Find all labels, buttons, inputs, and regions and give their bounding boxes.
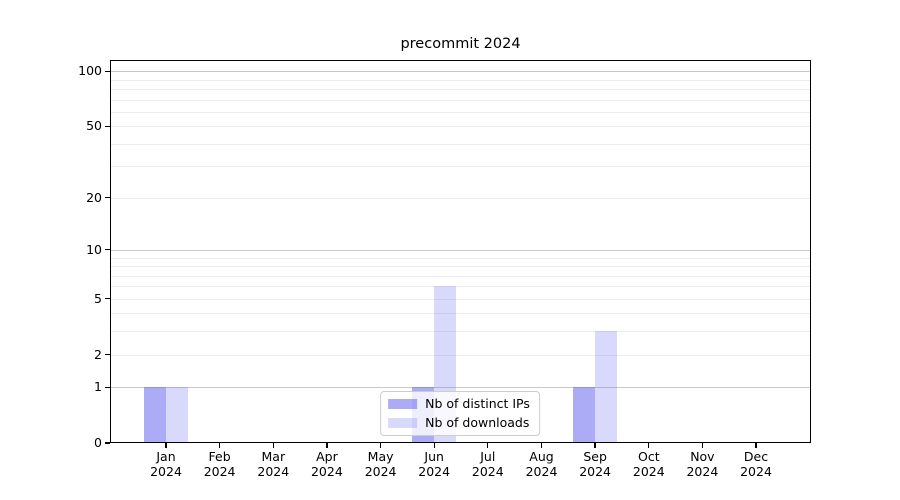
x-tick-label-mar: Mar 2024 [257,449,290,479]
x-tick-mark [594,443,596,448]
legend-row-nb-of-distinct-ips: Nb of distinct IPs [388,397,530,411]
y-gridline-major [110,249,811,251]
x-tick-label-apr: Apr 2024 [310,449,343,479]
x-tick-mark [433,443,435,448]
y-tick-label: 1 [94,379,102,395]
y-tick-label: 2 [94,346,102,362]
x-tick-label-sep: Sep 2024 [579,449,611,479]
y-gridline-minor [110,275,811,277]
x-tick-label-jun: Jun 2024 [418,449,451,479]
x-tick-label-may: May 2024 [364,449,397,479]
x-tick-mark [272,443,274,448]
y-gridline-minor [110,166,811,168]
y-gridline-minor [110,266,811,267]
bar-nb-of-distinct-ips-jan [144,387,166,443]
y-tick-mark [105,297,110,300]
y-tick-label: 5 [94,290,102,306]
y-gridline-minor [110,354,811,356]
x-tick-label-nov: Nov 2024 [686,449,719,479]
y-tick-label: 100 [78,63,102,79]
y-gridline-minor [110,286,811,288]
y-gridline-minor [110,88,811,90]
y-gridline-minor [110,143,811,145]
x-tick-mark [701,443,704,448]
x-tick-mark [218,443,221,448]
y-gridline-minor [110,79,811,81]
y-gridline-minor [110,197,811,199]
x-tick-mark [755,443,757,448]
chart-title: precommit 2024 [400,36,521,52]
bar-nb-of-downloads-sep [595,331,618,443]
x-tick-label-dec: Dec 2024 [740,449,772,479]
x-tick-mark [648,443,650,448]
y-tick-mark [105,249,110,251]
x-tick-label-feb: Feb 2024 [203,449,236,479]
y-gridline-major [110,71,811,73]
y-tick-mark [105,442,110,444]
y-gridline-minor [110,126,811,128]
y-tick-mark [105,125,110,127]
y-tick-label: 10 [86,241,102,257]
y-gridline-minor [110,257,811,259]
plot-frame [110,60,811,443]
y-gridline-minor [110,331,811,333]
y-gridline-minor [110,313,811,315]
x-tick-mark [540,443,543,448]
y-tick-mark [105,197,110,199]
y-gridline-minor [110,111,811,113]
y-gridline-minor [110,99,811,101]
y-tick-mark [105,353,110,356]
bar-nb-of-downloads-jan [166,387,188,443]
x-tick-mark [487,443,489,448]
x-tick-label-jan: Jan 2024 [150,449,182,479]
y-tick-mark [105,70,110,72]
legend-swatch-nb-of-downloads [388,418,418,428]
x-tick-label-aug: Aug 2024 [525,449,558,479]
y-gridline-major [110,387,811,389]
legend-label-nb-of-distinct-ips: Nb of distinct IPs [425,396,530,411]
legend-swatch-nb-of-distinct-ips [388,399,418,409]
x-tick-label-oct: Oct 2024 [632,449,665,479]
x-tick-mark [165,443,167,448]
legend: Nb of distinct IPs Nb of downloads [380,391,540,436]
legend-row-nb-of-downloads: Nb of downloads [388,416,530,430]
legend-label-nb-of-downloads: Nb of downloads [425,415,530,430]
y-tick-label: 0 [94,435,102,450]
y-tick-mark [105,386,110,388]
x-tick-mark [379,443,382,448]
x-tick-label-jul: Jul 2024 [471,449,504,479]
y-gridline-minor [110,298,811,300]
x-tick-mark [326,443,328,448]
y-tick-label: 20 [86,189,102,205]
y-tick-label: 50 [86,118,102,134]
bar-nb-of-distinct-ips-sep [573,387,596,443]
